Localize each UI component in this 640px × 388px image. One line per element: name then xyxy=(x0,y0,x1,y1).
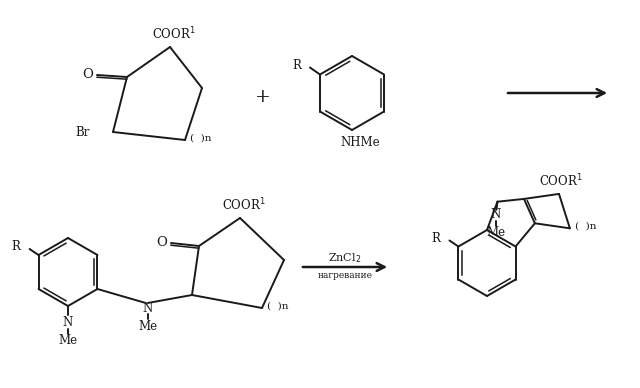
Text: N: N xyxy=(143,301,153,315)
Text: нагревание: нагревание xyxy=(317,270,372,279)
Text: Br: Br xyxy=(76,125,90,139)
Text: +: + xyxy=(255,88,271,106)
Text: Me: Me xyxy=(138,319,157,333)
Text: COOR$^{1}$: COOR$^{1}$ xyxy=(152,26,196,42)
Text: COOR$^{1}$: COOR$^{1}$ xyxy=(539,173,583,189)
Text: R: R xyxy=(12,241,20,253)
Text: R: R xyxy=(431,232,440,245)
Text: COOR$^{1}$: COOR$^{1}$ xyxy=(222,197,266,213)
Text: O: O xyxy=(157,236,168,248)
Text: N: N xyxy=(63,317,73,329)
Text: Me: Me xyxy=(58,334,77,348)
Text: (  )n: ( )n xyxy=(190,133,211,142)
Text: (  )n: ( )n xyxy=(575,222,596,231)
Text: ZnCl$_2$: ZnCl$_2$ xyxy=(328,251,362,265)
Text: NHMe: NHMe xyxy=(340,137,380,149)
Text: N: N xyxy=(490,208,500,221)
Text: Me: Me xyxy=(487,226,506,239)
Text: O: O xyxy=(83,68,93,80)
Text: (  )n: ( )n xyxy=(267,301,289,310)
Text: R: R xyxy=(292,59,301,72)
